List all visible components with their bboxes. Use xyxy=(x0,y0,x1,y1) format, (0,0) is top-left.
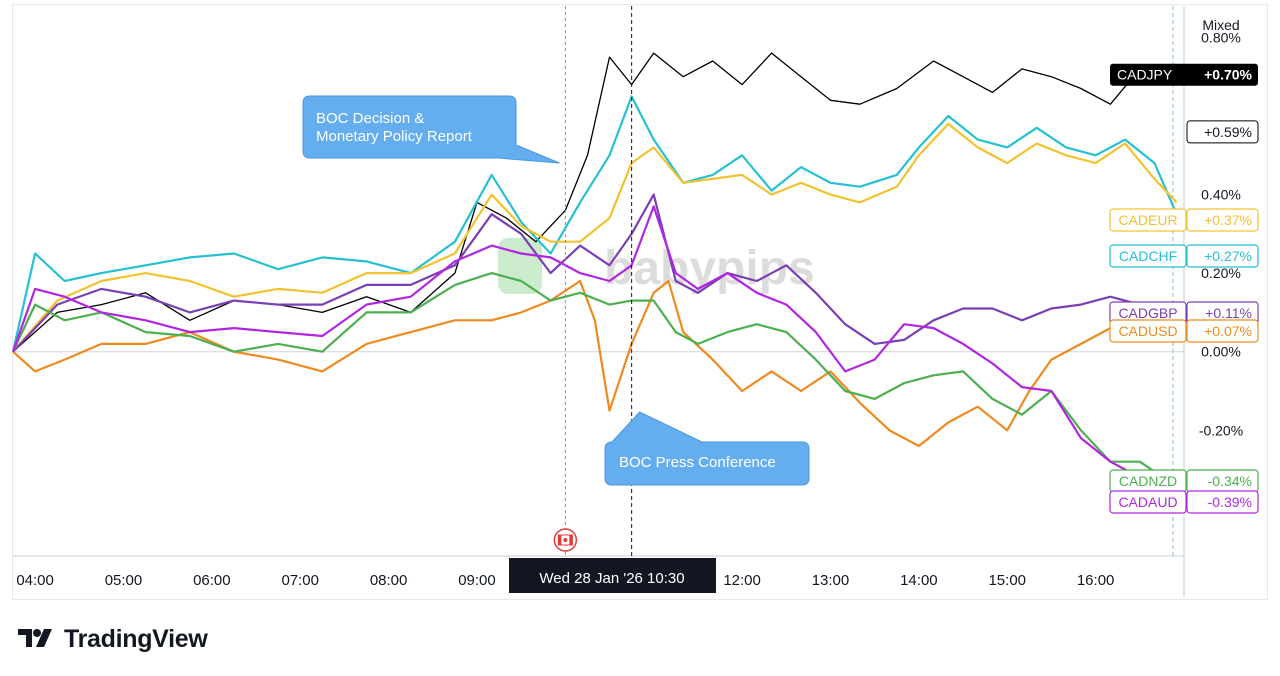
series-layer xyxy=(11,52,1178,506)
tag-name: CADNZD xyxy=(1119,473,1177,489)
crosshair-box xyxy=(509,558,716,593)
price-tag-cadaud: CADAUD -0.39% xyxy=(1109,490,1259,514)
series-line-cadaud xyxy=(11,205,1171,506)
y-tick-label: 0.20% xyxy=(1201,265,1241,281)
series-line-cadnzd xyxy=(12,272,1170,483)
callout-boc-decision: BOC Decision &Monetary Policy Report xyxy=(302,95,560,164)
price-tag-cadjpy: CADJPY +0.70% xyxy=(1110,63,1258,86)
series-line-cadchf xyxy=(11,95,1178,352)
callout-bubble xyxy=(302,95,560,164)
series-line-cadjpy xyxy=(12,52,1163,353)
tag-value: +0.11% xyxy=(1205,305,1252,321)
tag-value-box xyxy=(1186,319,1259,343)
series-line-cadusd xyxy=(12,279,1170,448)
callout-line: BOC Press Conference xyxy=(619,454,776,471)
price-tag-cadjpy: +0.59% xyxy=(1186,120,1259,144)
x-tick-label: 13:00 xyxy=(812,572,850,589)
y-tick-label: 0.80% xyxy=(1201,29,1241,45)
tag-value: +0.27% xyxy=(1204,248,1252,264)
x-tick-label: 06:00 xyxy=(193,572,231,589)
y-tick-label: -0.20% xyxy=(1199,422,1243,438)
series-line-cadgbp xyxy=(12,193,1170,353)
x-tick-label: 14:00 xyxy=(900,572,938,589)
tag-value: -0.34% xyxy=(1208,473,1252,489)
x-tick-label: 15:00 xyxy=(988,572,1026,589)
tag-name: CADAUD xyxy=(1118,494,1177,510)
tradingview-logo-icon xyxy=(18,629,52,647)
y-tick-label: 0.40% xyxy=(1201,187,1241,203)
chart-frame xyxy=(12,4,1268,600)
x-tick-label: 12:00 xyxy=(723,572,761,589)
tag-box xyxy=(1110,63,1258,86)
tag-name-box xyxy=(1109,208,1187,232)
flag-leaf xyxy=(563,538,568,542)
tag-value: +0.07% xyxy=(1204,323,1252,339)
x-tick-label: 04:00 xyxy=(16,572,54,589)
price-tag-cadnzd: CADNZD -0.34% xyxy=(1109,469,1259,493)
tag-name: CADEUR xyxy=(1118,212,1177,228)
tag-name: CADGBP xyxy=(1118,305,1177,321)
tag-value-box xyxy=(1186,208,1259,232)
tag-value: -0.39% xyxy=(1208,494,1252,510)
tag-value-box xyxy=(1186,244,1259,268)
tag-name-box xyxy=(1109,244,1187,268)
y-tick-label: 0.00% xyxy=(1201,344,1241,360)
price-tag-cadchf: CADCHF +0.27% xyxy=(1109,244,1259,268)
series-line-cadeur xyxy=(12,122,1178,353)
flag-band-left xyxy=(558,535,562,545)
scale-mode-label[interactable]: Mixed xyxy=(1202,17,1239,33)
tag-value: +0.70% xyxy=(1204,67,1252,83)
watermark-logo-icon xyxy=(498,238,542,294)
y-axis: 0.80% 0.20% 0.00% -0.20% 0.40% xyxy=(1199,29,1243,438)
crosshair-text: Wed 28 Jan '26 10:30 xyxy=(539,570,684,587)
grid-layer xyxy=(13,6,1185,597)
price-tags: CADJPY +0.70% +0.59% CADEUR +0.37% CADCHF +0.2… xyxy=(1109,63,1259,514)
tag-name: CADJPY xyxy=(1117,67,1173,83)
x-tick-label: 07:00 xyxy=(281,572,319,589)
tradingview-logo[interactable]: TradingView xyxy=(16,624,208,654)
callout-line: Monetary Policy Report xyxy=(316,128,473,145)
brand-name: TradingView xyxy=(64,624,208,653)
x-tick-label: 05:00 xyxy=(105,572,143,589)
watermark-text: babypips xyxy=(604,242,815,295)
callout-line: BOC Decision & xyxy=(316,110,424,127)
flag-band-right xyxy=(569,535,573,545)
tag-value: +0.37% xyxy=(1204,212,1252,228)
crosshair-time-label: Wed 28 Jan '26 10:30 xyxy=(509,558,716,593)
tag-box xyxy=(1186,120,1259,144)
price-tag-cadeur: CADEUR +0.37% xyxy=(1109,208,1259,232)
tag-value: +0.59% xyxy=(1204,124,1252,140)
callout-bubble xyxy=(604,411,810,486)
x-tick-label: 08:00 xyxy=(370,572,408,589)
price-tag-cadusd: CADUSD +0.07% xyxy=(1109,319,1259,343)
callout-boc-press: BOC Press Conference xyxy=(604,411,810,486)
x-tick-label: 16:00 xyxy=(1077,572,1115,589)
tag-name-box xyxy=(1109,319,1187,343)
x-tick-label: 09:00 xyxy=(458,572,496,589)
tag-name-box xyxy=(1109,490,1187,514)
tag-name: CADCHF xyxy=(1119,248,1177,264)
tag-name: CADUSD xyxy=(1118,323,1177,339)
x-axis: 04:0005:0006:0007:0008:0009:0011:0012:00… xyxy=(16,558,1114,593)
callouts: BOC Decision &Monetary Policy ReportBOC … xyxy=(302,95,810,486)
tag-value-box xyxy=(1186,490,1259,514)
